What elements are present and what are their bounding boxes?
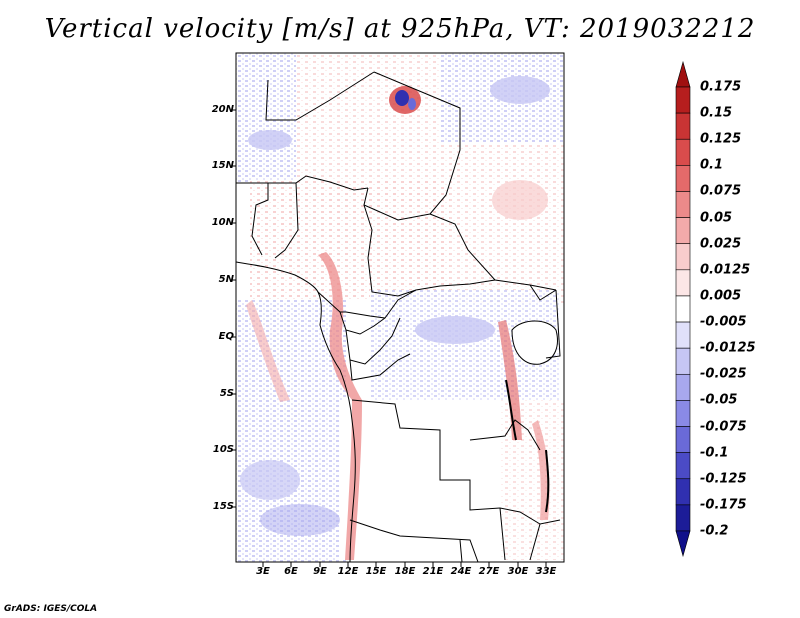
colorbar-swatch [675, 321, 691, 349]
colorbar-swatch [675, 426, 691, 453]
colorbar-swatch [675, 530, 691, 558]
colorbar-label: 0.075 [700, 183, 742, 199]
country-borders [236, 71, 561, 562]
lat-label: EQ [218, 331, 234, 342]
colorbar-swatch [675, 269, 691, 297]
colorbar-label: -0.175 [700, 497, 747, 513]
lon-label: 15E [365, 566, 387, 577]
colorbar-label: -0.025 [700, 366, 747, 382]
colorbar-swatch [675, 295, 691, 323]
colorbar-label: 0.005 [700, 288, 742, 304]
colorbar-swatch [675, 373, 691, 401]
colorbar-swatch [675, 504, 691, 532]
colorbar-swatch [675, 112, 691, 140]
lat-label: 5N [218, 274, 234, 285]
colorbar-swatch [675, 217, 691, 245]
colorbar-label: -0.2 [700, 523, 729, 539]
footer-credit: GrADS: IGES/COLA [4, 604, 98, 614]
lon-label: 18E [394, 566, 416, 577]
lon-label: 33E [535, 566, 557, 577]
colorbar-label: 0.05 [700, 210, 733, 226]
colorbar-swatch [675, 60, 691, 88]
map-frame [235, 52, 565, 563]
colorbar-label: 0.175 [700, 79, 742, 95]
colorbar-label: 0.1 [700, 157, 724, 173]
colorbar-swatch [675, 347, 691, 375]
lat-label: 15N [211, 160, 234, 171]
map-title: Vertical velocity [m/s] at 925hPa, VT: 2… [44, 14, 756, 44]
colorbar [675, 60, 691, 558]
colorbar-swatch [675, 478, 691, 506]
colorbar-swatch [675, 400, 691, 427]
colorbar-label: -0.1 [700, 445, 729, 461]
colorbar-swatch [675, 165, 691, 192]
colorbar-swatch [675, 243, 691, 271]
lat-label: 10S [212, 444, 234, 455]
lon-label: 24E [450, 566, 472, 577]
lon-label: 9E [313, 566, 327, 577]
latitude-ticks [231, 109, 236, 508]
lon-label: 21E [422, 566, 444, 577]
colorbar-label: 0.125 [700, 131, 742, 147]
colorbar-label: -0.075 [700, 419, 747, 435]
lon-label: 30E [507, 566, 529, 577]
lat-label: 5S [219, 388, 234, 399]
colorbar-label: 0.025 [700, 236, 742, 252]
lat-label: 10N [211, 217, 234, 228]
vertical-velocity-field [236, 53, 564, 562]
lon-label: 6E [284, 566, 298, 577]
colorbar-swatch [675, 86, 691, 114]
colorbar-label: 0.15 [700, 105, 733, 121]
lon-label: 12E [337, 566, 359, 577]
colorbar-swatch [675, 452, 691, 480]
colorbar-swatch [675, 138, 691, 166]
colorbar-label: -0.005 [700, 314, 747, 330]
colorbar-label: 0.0125 [700, 262, 751, 278]
lon-label: 27E [478, 566, 500, 577]
colorbar-label: -0.125 [700, 471, 747, 487]
colorbar-swatch [675, 191, 691, 218]
colorbar-label: -0.05 [700, 392, 738, 408]
longitude-ticks [262, 562, 547, 567]
colorbar-label: -0.0125 [700, 340, 756, 356]
lat-label: 15S [212, 501, 234, 512]
lat-label: 20N [211, 104, 234, 115]
lon-label: 3E [256, 566, 270, 577]
